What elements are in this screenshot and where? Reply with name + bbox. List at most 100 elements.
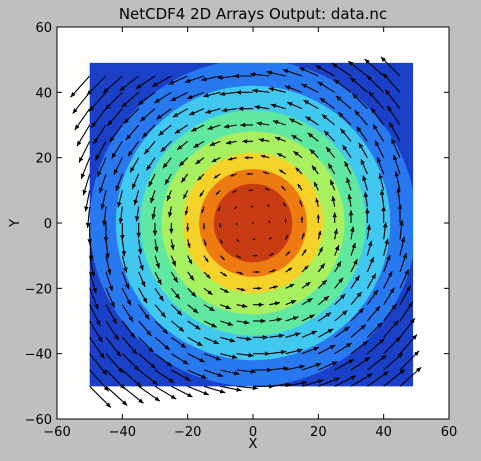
vector-arrow xyxy=(220,287,230,294)
vector-arrow xyxy=(286,101,303,110)
vector-arrow xyxy=(399,301,414,322)
vector-arrow xyxy=(92,124,107,145)
vector-arrow xyxy=(236,90,253,95)
vector-arrow xyxy=(102,206,107,226)
vector-arrow xyxy=(121,353,140,372)
vector-arrow xyxy=(366,305,381,322)
x-tick-label: −20 xyxy=(174,425,201,440)
vector-arrow xyxy=(209,140,221,147)
y-tick-label: 40 xyxy=(35,86,52,101)
y-tick-label: −20 xyxy=(25,282,52,297)
vector-arrow xyxy=(269,253,274,257)
y-tick-label: −60 xyxy=(25,413,52,428)
vector-arrow xyxy=(220,271,228,277)
vector-arrow xyxy=(334,326,350,338)
vector-arrow xyxy=(223,124,237,129)
vector-arrow xyxy=(89,337,105,359)
vector-arrow xyxy=(383,287,395,305)
vector-arrow xyxy=(366,74,385,93)
vector-arrow xyxy=(285,316,299,322)
vector-arrow xyxy=(219,91,237,97)
vector-arrow xyxy=(298,67,319,77)
vector-arrow xyxy=(248,189,253,192)
vector-arrow xyxy=(309,148,319,159)
vector-arrow xyxy=(285,364,305,371)
y-axis-label: Y xyxy=(8,219,23,228)
vector-arrow xyxy=(176,140,189,151)
vector-arrow xyxy=(152,223,158,236)
vector-arrow xyxy=(121,239,127,257)
vector-arrow xyxy=(170,91,188,102)
x-tick-label: 40 xyxy=(375,425,392,440)
vector-arrow xyxy=(252,222,254,224)
vector-arrow xyxy=(89,320,103,343)
vector-arrow xyxy=(121,385,144,404)
vector-arrow xyxy=(350,373,373,387)
x-tick-label: −40 xyxy=(109,425,136,440)
vector-arrow xyxy=(195,157,205,165)
vector-arrow xyxy=(187,336,203,347)
vector-arrow xyxy=(284,218,287,223)
vector-arrow xyxy=(138,336,154,353)
vector-arrow xyxy=(109,124,123,143)
vector-arrow xyxy=(133,190,140,206)
vector-arrow xyxy=(118,206,124,224)
vector-arrow xyxy=(354,109,368,126)
vector-arrow xyxy=(170,320,185,333)
vector-arrow xyxy=(168,206,173,218)
vector-arrow xyxy=(334,375,357,387)
vector-arrow xyxy=(317,81,335,93)
vector-arrow xyxy=(382,72,401,93)
vector-arrow xyxy=(301,330,318,338)
vector-arrow xyxy=(205,108,221,114)
vector-arrow xyxy=(80,157,91,180)
vector-arrow xyxy=(187,385,210,396)
vector-arrow xyxy=(350,307,365,322)
vector-arrow xyxy=(138,304,150,320)
vector-arrow xyxy=(220,353,238,359)
vector-arrow xyxy=(105,353,124,374)
vector-arrow xyxy=(301,232,305,240)
vector-arrow xyxy=(220,369,240,376)
vector-arrow xyxy=(374,140,385,158)
vector-arrow xyxy=(350,340,369,355)
vector-arrow xyxy=(318,344,336,355)
vector-arrow xyxy=(339,128,352,142)
vector-arrow xyxy=(171,385,193,398)
vector-arrow xyxy=(262,171,270,175)
vector-arrow xyxy=(366,224,371,240)
vector-arrow xyxy=(164,173,172,185)
vector-arrow xyxy=(203,385,226,394)
vector-arrow xyxy=(137,91,156,106)
vector-arrow xyxy=(171,369,191,382)
vector-arrow xyxy=(203,287,213,296)
vector-arrow xyxy=(301,265,309,273)
vector-arrow xyxy=(182,190,189,200)
vector-arrow xyxy=(365,208,370,223)
vector-arrow xyxy=(105,336,122,357)
vector-arrow xyxy=(383,303,397,322)
vector-arrow xyxy=(187,353,205,363)
vector-arrow xyxy=(264,187,270,191)
vector-arrow xyxy=(154,385,177,400)
vector-arrow xyxy=(135,206,140,222)
vector-arrow xyxy=(253,254,258,257)
vector-arrow xyxy=(329,179,336,191)
vector-arrow xyxy=(117,190,123,208)
vector-arrow xyxy=(386,105,401,126)
vector-arrow xyxy=(138,288,148,304)
vector-arrow xyxy=(203,353,222,361)
vector-arrow xyxy=(86,75,107,96)
vector-arrow xyxy=(154,320,169,335)
vector-arrow xyxy=(170,271,179,283)
vector-arrow xyxy=(334,261,342,273)
vector-arrow xyxy=(317,279,328,289)
vector-arrow xyxy=(193,140,205,149)
vector-arrow xyxy=(151,206,156,220)
vector-arrow xyxy=(383,368,406,387)
vector-arrow xyxy=(170,304,183,316)
vector-arrow xyxy=(266,70,286,77)
vector-arrow xyxy=(186,91,205,100)
vector-arrow xyxy=(121,91,140,108)
